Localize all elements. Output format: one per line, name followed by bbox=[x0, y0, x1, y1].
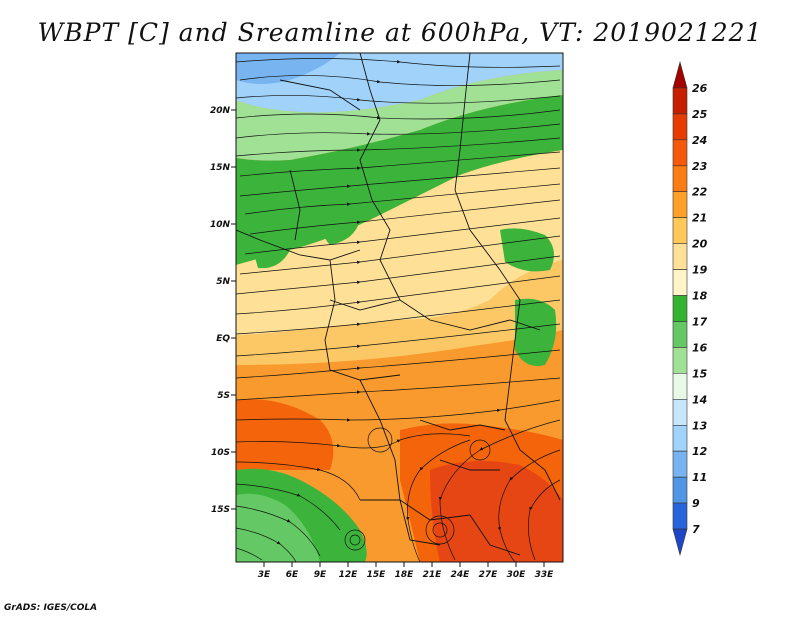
colorbar-label: 11 bbox=[692, 471, 707, 484]
lon-label: 24E bbox=[451, 570, 471, 580]
lon-label: 18E bbox=[395, 570, 415, 580]
colorbar-swatch bbox=[672, 295, 688, 322]
latitude-axis: 20N 15N 10N 5N EQ 5S 10S 15S bbox=[210, 106, 231, 515]
lon-label: 30E bbox=[507, 570, 527, 580]
colorbar-label: 17 bbox=[692, 315, 708, 328]
lon-label: 3E bbox=[258, 570, 271, 580]
lat-label: 5N bbox=[216, 277, 230, 287]
colorbar-swatch bbox=[672, 347, 688, 374]
lat-label: EQ bbox=[216, 334, 230, 344]
colorbar-label: 25 bbox=[692, 108, 708, 121]
colorbar-label: 9 bbox=[692, 497, 700, 510]
lat-label: 20N bbox=[210, 106, 231, 116]
colorbar-swatch bbox=[672, 139, 688, 167]
colorbar-swatch bbox=[672, 373, 688, 400]
chart-title: WBPT [C] and Sreamline at 600hPa, VT: 20… bbox=[37, 18, 763, 47]
lat-label: 15N bbox=[210, 163, 231, 173]
lon-label: 27E bbox=[479, 570, 499, 580]
lon-label: 12E bbox=[339, 570, 359, 580]
colorbar-label: 12 bbox=[692, 445, 708, 458]
longitude-axis: 3E 6E 9E 12E 15E 18E 21E 24E 27E 30E 33E bbox=[258, 570, 554, 580]
wbpt-region-warm bbox=[236, 260, 563, 365]
colorbar-swatch bbox=[672, 528, 688, 557]
colorbar-swatch bbox=[672, 165, 688, 193]
colorbar-label: 26 bbox=[692, 82, 708, 95]
lon-label: 21E bbox=[423, 570, 443, 580]
colorbar-label: 16 bbox=[692, 341, 708, 354]
colorbar-swatch bbox=[672, 450, 688, 478]
colorbar-swatch bbox=[672, 399, 688, 426]
colorbar: 26 25 24 23 22 21 20 19 18 17 16 15 14 13 12 11 9 7 bbox=[672, 60, 708, 557]
colorbar-label: 22 bbox=[692, 186, 708, 199]
colorbar-label: 23 bbox=[692, 160, 708, 173]
colorbar-label: 7 bbox=[692, 523, 700, 536]
colorbar-label: 13 bbox=[692, 419, 708, 432]
lat-label: 5S bbox=[217, 391, 230, 401]
colorbar-swatch bbox=[672, 113, 688, 141]
colorbar-swatch bbox=[672, 321, 688, 348]
wbpt-region-cool bbox=[236, 70, 563, 161]
colorbar-label: 24 bbox=[692, 134, 707, 147]
colorbar-label: 19 bbox=[692, 264, 708, 277]
colorbar-swatch bbox=[672, 243, 688, 270]
colorbar-label: 20 bbox=[692, 238, 708, 251]
lon-label: 15E bbox=[367, 570, 387, 580]
wbpt-region-green bbox=[236, 95, 563, 265]
streamlines bbox=[236, 58, 561, 562]
colorbar-label: 21 bbox=[692, 212, 707, 225]
footer-credit: GrADS: IGES/COLA bbox=[4, 603, 98, 613]
colorbar-swatch bbox=[672, 87, 688, 115]
colorbar-swatch bbox=[672, 217, 688, 244]
colorbar-label: 18 bbox=[692, 290, 708, 303]
lon-label: 33E bbox=[535, 570, 555, 580]
lat-label: 10S bbox=[211, 448, 230, 458]
colorbar-swatch bbox=[672, 502, 688, 530]
lat-label: 10N bbox=[210, 220, 231, 230]
lon-label: 6E bbox=[286, 570, 299, 580]
wbpt-region-cream bbox=[236, 150, 563, 335]
colorbar-swatch bbox=[672, 476, 688, 504]
colorbar-swatch bbox=[672, 269, 688, 296]
lat-label: 15S bbox=[211, 505, 230, 515]
map-frame bbox=[235, 52, 564, 563]
colorbar-swatch bbox=[672, 191, 688, 218]
colorbar-label: 15 bbox=[692, 367, 708, 380]
colorbar-label: 14 bbox=[692, 393, 707, 406]
map-panel bbox=[236, 53, 563, 562]
colorbar-swatch bbox=[672, 424, 688, 452]
colorbar-swatch bbox=[672, 60, 688, 89]
lon-label: 9E bbox=[314, 570, 327, 580]
